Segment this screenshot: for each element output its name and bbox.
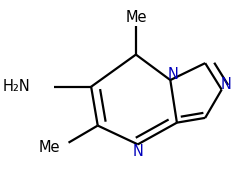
Text: N: N (167, 68, 177, 82)
Text: N: N (220, 77, 231, 92)
Text: Me: Me (125, 10, 146, 25)
Text: Me: Me (39, 140, 60, 155)
Text: H₂N: H₂N (3, 79, 31, 94)
Text: N: N (132, 144, 143, 159)
